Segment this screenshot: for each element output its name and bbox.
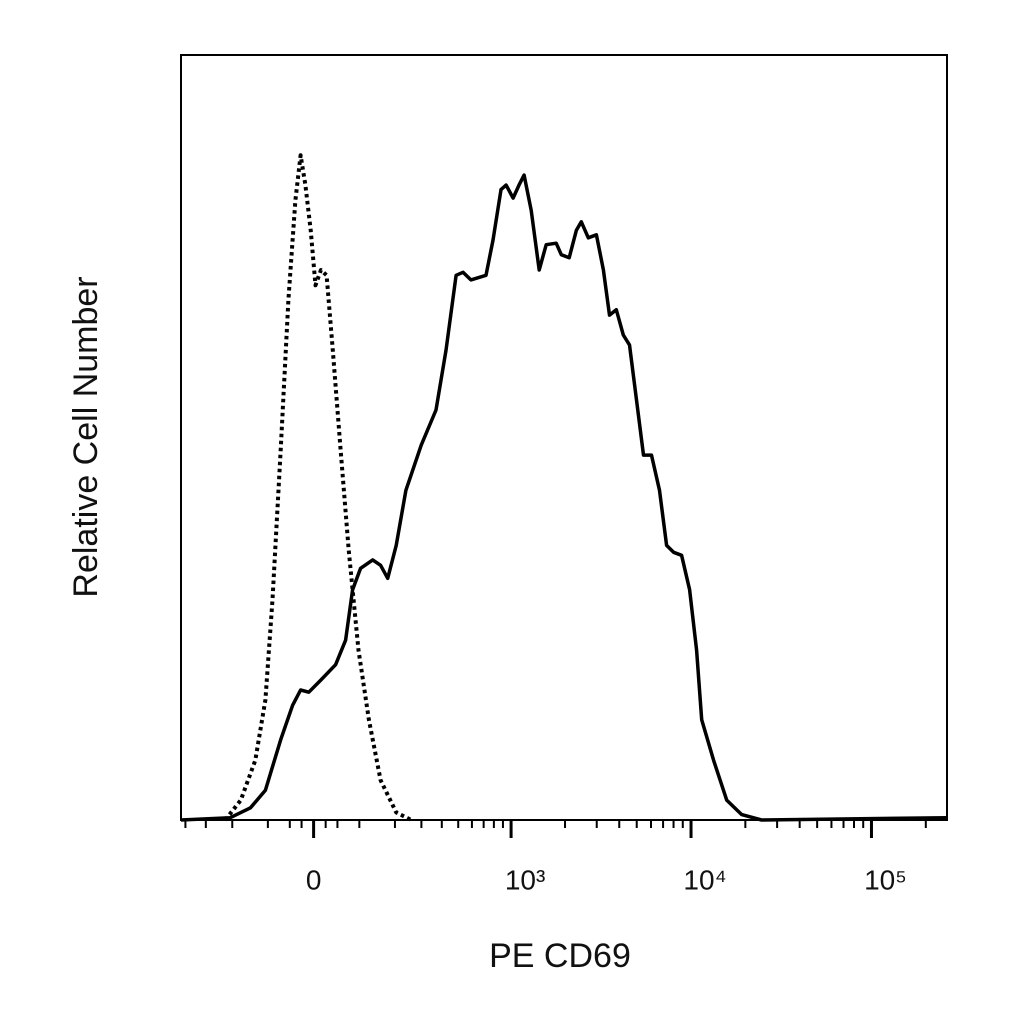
y-axis-label: Relative Cell Number (67, 276, 105, 597)
x-tick-label: 10⁴ (683, 864, 726, 895)
x-tick-label: 10⁵ (864, 864, 907, 895)
x-axis-label: PE CD69 (489, 937, 631, 975)
series-line (180, 173, 948, 822)
x-tick-label: 10³ (505, 864, 545, 895)
series-line (223, 153, 413, 822)
x-tick-label: 0 (306, 864, 322, 895)
plot-frame (180, 54, 948, 821)
